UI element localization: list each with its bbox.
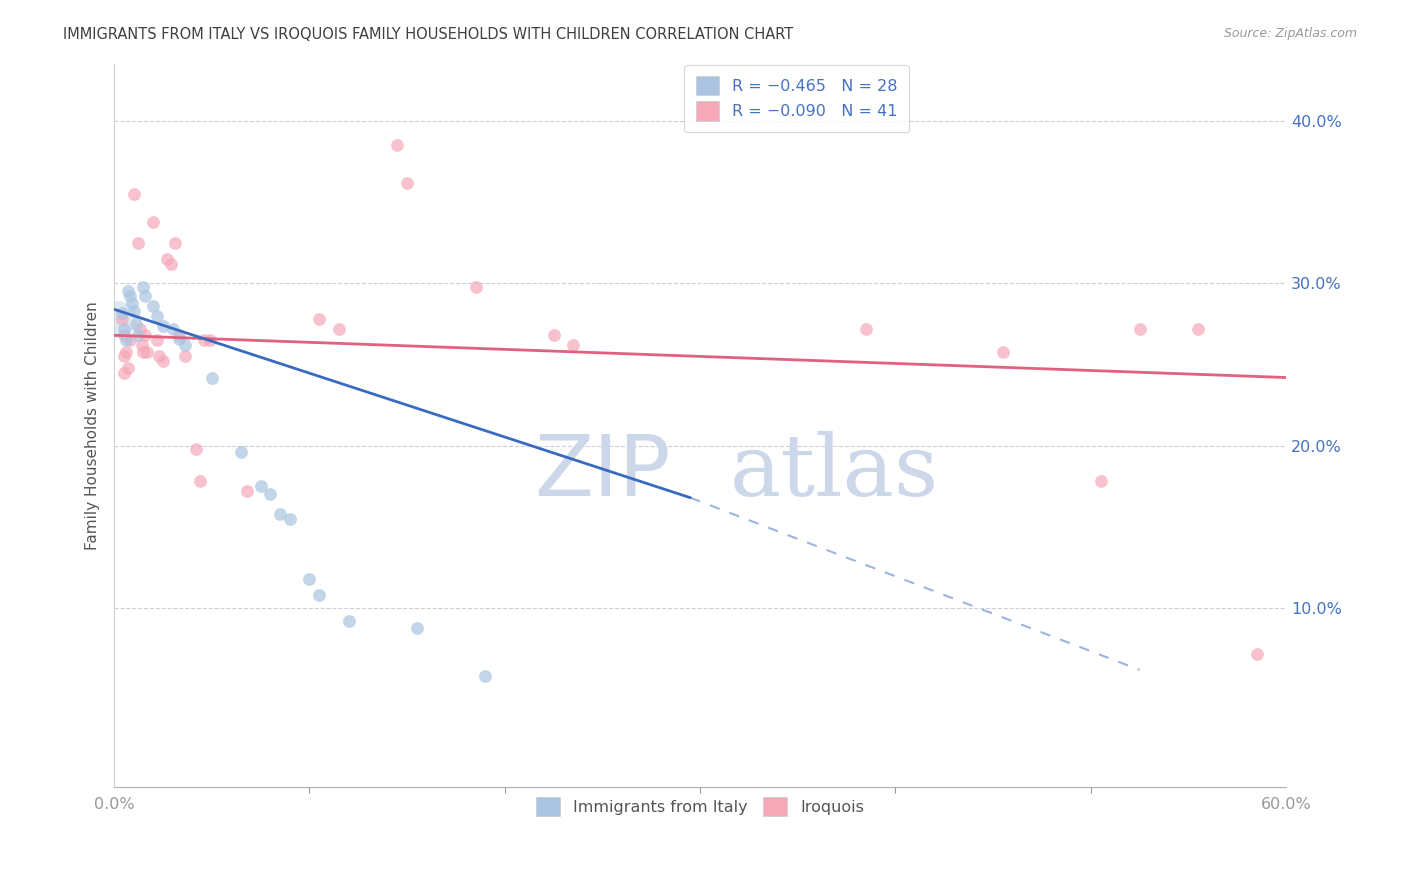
Point <box>112 350 135 364</box>
Point <box>328 322 350 336</box>
Point <box>112 366 135 380</box>
Y-axis label: Family Households with Children: Family Households with Children <box>86 301 100 549</box>
Point <box>855 322 877 336</box>
Point <box>396 176 419 190</box>
Point <box>134 328 156 343</box>
Point <box>118 289 141 303</box>
Point <box>249 479 271 493</box>
Point <box>142 299 165 313</box>
Point <box>148 350 170 364</box>
Point <box>146 333 169 347</box>
Point <box>308 588 330 602</box>
Point <box>236 484 259 499</box>
Point <box>188 475 211 489</box>
Point <box>198 333 221 347</box>
Point <box>464 279 486 293</box>
Point <box>136 344 159 359</box>
Point <box>132 344 155 359</box>
Point <box>122 186 145 201</box>
Point <box>201 370 224 384</box>
Point <box>173 350 195 364</box>
Point <box>337 614 360 628</box>
Point <box>1129 322 1152 336</box>
Point <box>124 317 146 331</box>
Point <box>991 344 1014 359</box>
Point <box>142 214 165 228</box>
Point <box>156 252 179 266</box>
Point <box>160 257 183 271</box>
Point <box>308 312 330 326</box>
Point <box>107 312 129 326</box>
Text: IMMIGRANTS FROM ITALY VS IROQUOIS FAMILY HOUSEHOLDS WITH CHILDREN CORRELATION CH: IMMIGRANTS FROM ITALY VS IROQUOIS FAMILY… <box>63 27 793 42</box>
Point <box>167 328 190 343</box>
Point <box>163 235 186 250</box>
Text: ZIP: ZIP <box>534 431 671 514</box>
Point <box>167 332 190 346</box>
Point <box>562 338 585 352</box>
Point <box>186 442 208 456</box>
Point <box>115 344 138 359</box>
Point <box>173 338 195 352</box>
Point <box>121 295 143 310</box>
Point <box>127 235 149 250</box>
Point <box>231 445 253 459</box>
Text: Source: ZipAtlas.com: Source: ZipAtlas.com <box>1223 27 1357 40</box>
Point <box>112 322 135 336</box>
Point <box>387 138 409 153</box>
Point <box>298 572 321 586</box>
Point <box>127 328 149 343</box>
Point <box>122 304 145 318</box>
Point <box>115 333 138 347</box>
Point <box>117 360 139 375</box>
Point <box>162 322 184 336</box>
Point <box>111 312 134 326</box>
Point <box>1090 475 1112 489</box>
Point <box>269 507 291 521</box>
Point <box>134 289 156 303</box>
Point <box>278 512 301 526</box>
Point <box>112 328 135 343</box>
Point <box>146 309 169 323</box>
Point <box>152 318 174 333</box>
Legend: Immigrants from Italy, Iroquois: Immigrants from Italy, Iroquois <box>527 787 873 826</box>
Text: atlas: atlas <box>730 431 939 514</box>
Point <box>118 333 141 347</box>
Point <box>1187 322 1209 336</box>
Point <box>131 338 153 352</box>
Point <box>1246 647 1268 661</box>
Point <box>132 279 155 293</box>
Point <box>474 669 496 683</box>
Point <box>117 285 139 299</box>
Point <box>259 487 281 501</box>
Point <box>128 322 150 336</box>
Point <box>152 354 174 368</box>
Point <box>543 328 565 343</box>
Point <box>193 333 215 347</box>
Point <box>406 621 429 635</box>
Point <box>111 305 134 319</box>
